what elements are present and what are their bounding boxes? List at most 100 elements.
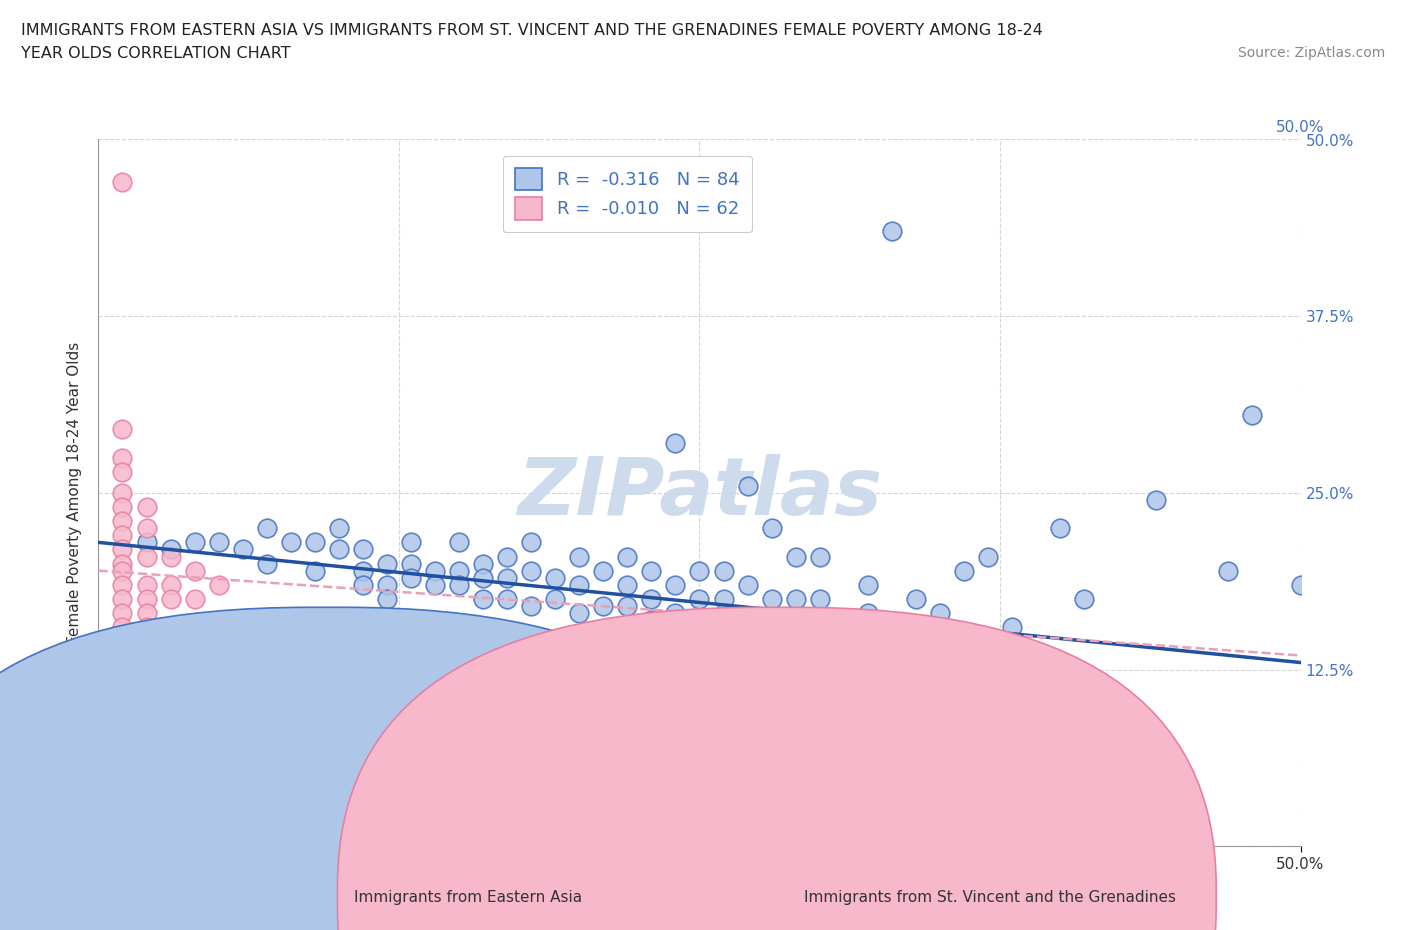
Point: [111, 499, 134, 514]
Point: [208, 535, 231, 550]
Point: [352, 578, 374, 592]
Point: [616, 578, 638, 592]
Point: [183, 761, 205, 776]
Point: [689, 619, 711, 634]
Point: [1049, 521, 1071, 536]
Point: [472, 556, 495, 571]
Point: [256, 556, 278, 571]
Point: [713, 591, 735, 606]
Point: [135, 549, 157, 564]
Point: [928, 605, 950, 620]
Point: [689, 564, 711, 578]
Point: [352, 542, 374, 557]
Point: [496, 591, 519, 606]
Point: [447, 578, 470, 592]
Point: [159, 619, 181, 634]
Point: [135, 761, 157, 776]
Point: [977, 549, 1000, 564]
Point: [568, 578, 591, 592]
Point: [616, 549, 638, 564]
Point: [135, 619, 157, 634]
Point: [135, 535, 157, 550]
Point: [472, 570, 495, 585]
Point: [328, 542, 350, 557]
Point: [328, 521, 350, 536]
Point: [232, 747, 254, 762]
Point: [664, 605, 686, 620]
Point: [520, 564, 543, 578]
Point: [111, 740, 134, 755]
Point: [568, 605, 591, 620]
Point: [111, 542, 134, 557]
Point: [183, 564, 205, 578]
Point: [135, 711, 157, 726]
Point: [111, 464, 134, 479]
Point: [1241, 407, 1264, 422]
Point: [111, 725, 134, 740]
Point: [135, 499, 157, 514]
Point: [592, 564, 614, 578]
Point: [135, 521, 157, 536]
Point: [183, 535, 205, 550]
Point: [544, 570, 567, 585]
Point: [183, 591, 205, 606]
Point: [737, 578, 759, 592]
Point: [135, 648, 157, 663]
Point: [808, 591, 831, 606]
Point: [135, 733, 157, 748]
Point: [135, 578, 157, 592]
Point: [208, 619, 231, 634]
Point: [208, 705, 231, 720]
Point: [111, 634, 134, 649]
Point: [856, 605, 879, 620]
Point: [689, 591, 711, 606]
Point: [159, 747, 181, 762]
Point: [496, 549, 519, 564]
Point: [183, 634, 205, 649]
Point: [135, 662, 157, 677]
Text: IMMIGRANTS FROM EASTERN ASIA VS IMMIGRANTS FROM ST. VINCENT AND THE GRENADINES F: IMMIGRANTS FROM EASTERN ASIA VS IMMIGRAN…: [21, 23, 1043, 38]
Point: [111, 711, 134, 726]
Point: [208, 662, 231, 677]
Point: [135, 634, 157, 649]
Point: [568, 549, 591, 564]
Point: [375, 591, 398, 606]
Point: [135, 605, 157, 620]
Point: [616, 619, 638, 634]
Point: [375, 578, 398, 592]
Point: [808, 549, 831, 564]
Point: [616, 599, 638, 614]
Legend: R =  -0.316   N = 84, R =  -0.010   N = 62: R = -0.316 N = 84, R = -0.010 N = 62: [502, 155, 752, 232]
Point: [375, 556, 398, 571]
Text: ZIPatlas: ZIPatlas: [517, 454, 882, 532]
Text: YEAR OLDS CORRELATION CHART: YEAR OLDS CORRELATION CHART: [21, 46, 291, 61]
Point: [953, 564, 976, 578]
Point: [111, 528, 134, 543]
Point: [423, 578, 446, 592]
Point: [664, 436, 686, 451]
Point: [183, 690, 205, 705]
Point: [472, 591, 495, 606]
Point: [111, 422, 134, 437]
Point: [111, 485, 134, 500]
Point: [135, 747, 157, 762]
Point: [159, 549, 181, 564]
Point: [208, 578, 231, 592]
Point: [159, 542, 181, 557]
Point: [111, 578, 134, 592]
Point: [1289, 578, 1312, 592]
Point: [592, 599, 614, 614]
Point: [232, 542, 254, 557]
Point: [880, 224, 903, 239]
Y-axis label: Female Poverty Among 18-24 Year Olds: Female Poverty Among 18-24 Year Olds: [67, 342, 83, 644]
Point: [111, 591, 134, 606]
Point: [111, 450, 134, 465]
Point: [135, 591, 157, 606]
Point: [785, 549, 807, 564]
Text: Source: ZipAtlas.com: Source: ZipAtlas.com: [1237, 46, 1385, 60]
Point: [111, 564, 134, 578]
Text: Immigrants from Eastern Asia: Immigrants from Eastern Asia: [354, 890, 582, 905]
Point: [159, 591, 181, 606]
Point: [761, 591, 783, 606]
Point: [159, 719, 181, 734]
